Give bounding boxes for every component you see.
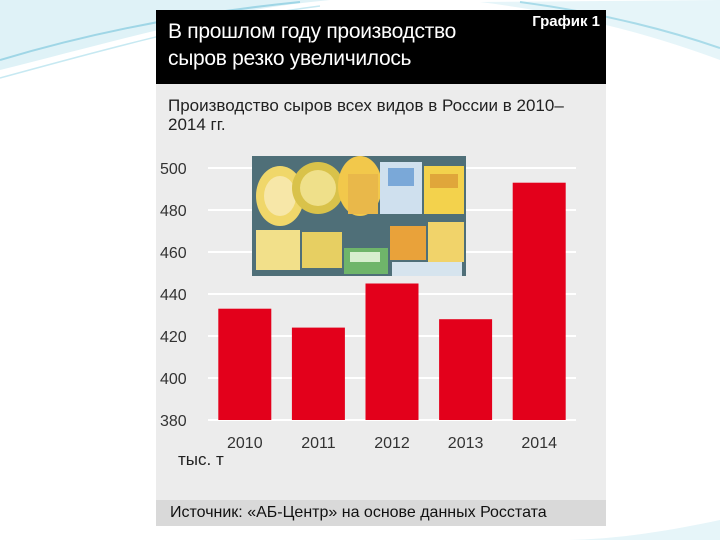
x-tick-label: 2011 (301, 435, 336, 452)
y-tick-label: 460 (160, 245, 187, 262)
y-tick-label: 400 (160, 371, 187, 388)
y-tick-label: 440 (160, 287, 187, 304)
y-tick-label: 380 (160, 413, 187, 430)
bar-2010 (218, 308, 272, 420)
bar-2014 (512, 182, 566, 420)
x-tick-label: 2013 (448, 435, 484, 452)
x-tick-label: 2014 (521, 435, 557, 452)
chart-title: Производство сыров всех видов в России в… (168, 96, 564, 134)
infographic-card: В прошлом году производство сыров резко … (156, 10, 606, 526)
y-tick-label: 420 (160, 329, 187, 346)
y-tick-label: 480 (160, 203, 187, 220)
bar-2011 (291, 327, 345, 420)
bar-2013 (439, 319, 493, 420)
source-note: Источник: «АБ-Центр» на основе данных Ро… (170, 504, 547, 521)
unit-label: тыс. т (178, 450, 224, 469)
source-band: Источник: «АБ-Центр» на основе данных Ро… (156, 500, 606, 526)
bar-2012 (365, 283, 419, 420)
chart-number-badge: График 1 (532, 13, 600, 30)
header-title: В прошлом году производство сыров резко … (168, 20, 456, 70)
x-tick-label: 2010 (227, 435, 263, 452)
y-tick-label: 500 (160, 161, 187, 178)
x-tick-label: 2012 (374, 435, 410, 452)
header-bar: В прошлом году производство сыров резко … (156, 10, 606, 84)
cheese-photo (252, 156, 466, 276)
